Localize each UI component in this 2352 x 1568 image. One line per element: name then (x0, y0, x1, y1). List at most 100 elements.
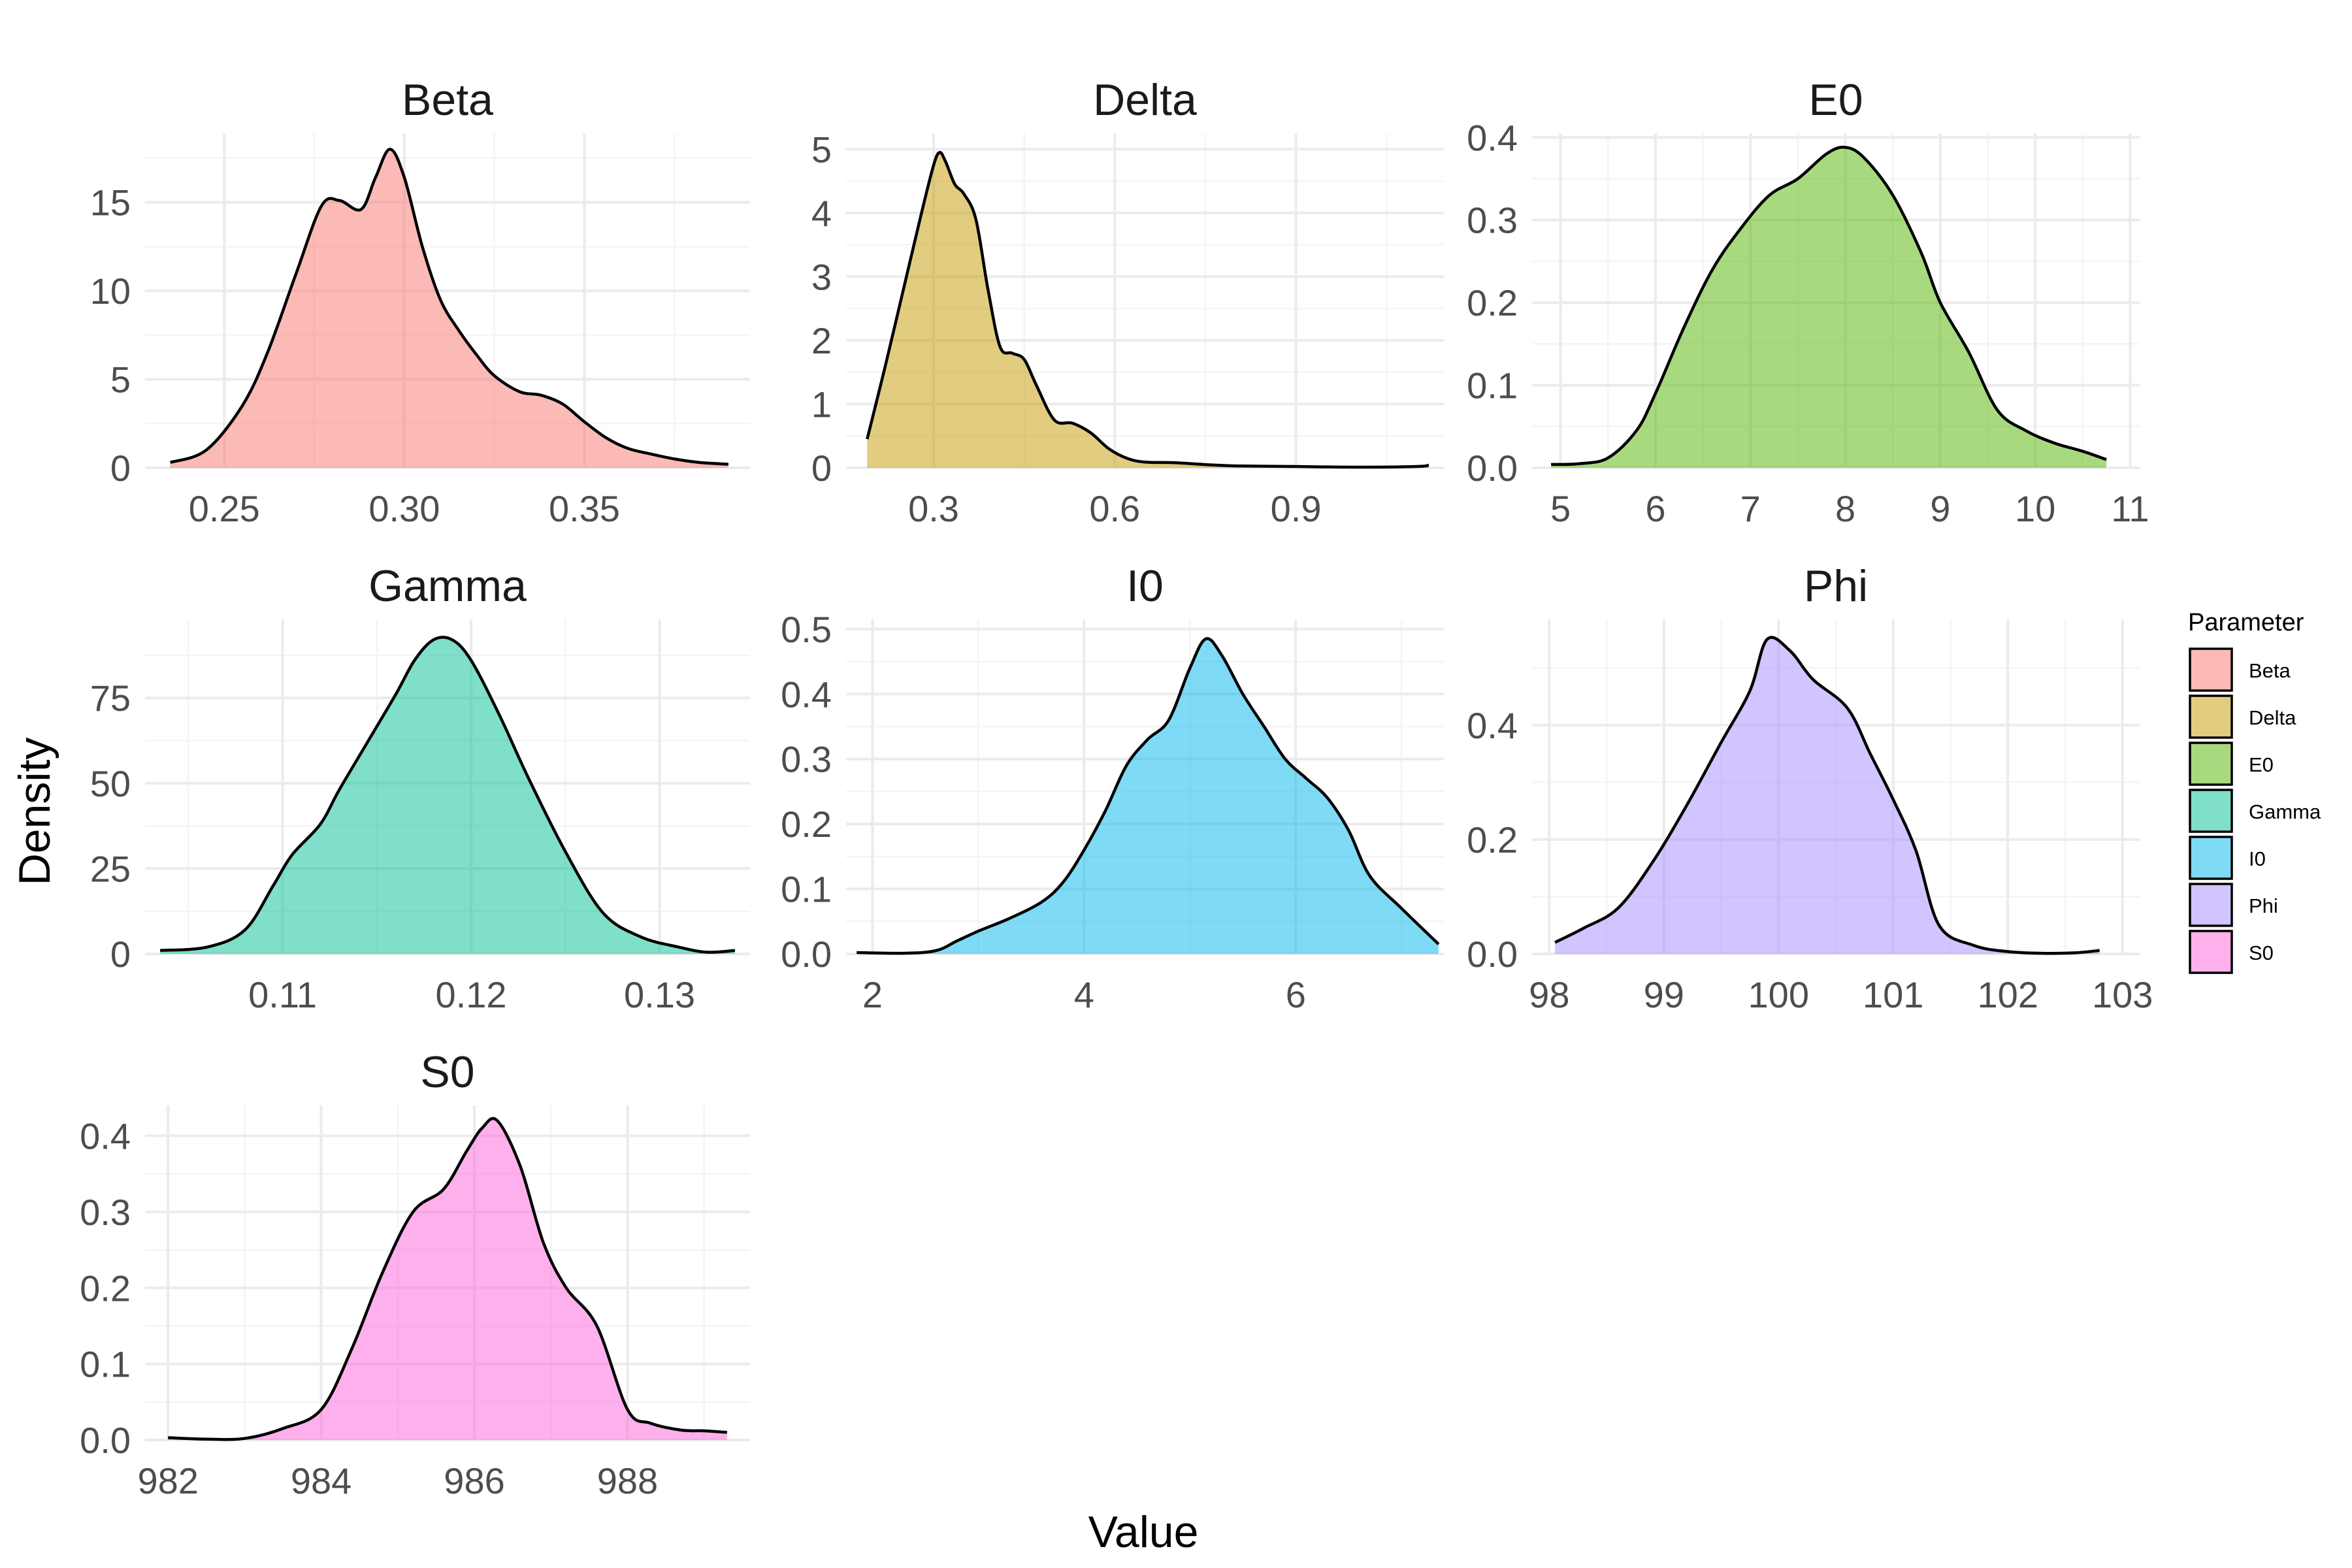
y-tick-label-i0: 0.1 (781, 869, 832, 910)
legend-item-gamma: Gamma (2189, 789, 2321, 833)
y-tick-label-beta: 0 (110, 448, 131, 489)
x-tick-label-e0: 10 (2015, 488, 2055, 529)
legend-key-delta (2189, 694, 2233, 739)
density-fill-delta (867, 152, 1429, 468)
x-tick-label-i0: 2 (862, 974, 883, 1015)
x-tick-label-s0: 986 (444, 1460, 504, 1501)
y-tick-label-e0: 0.1 (1467, 365, 1518, 406)
x-tick-label-phi: 99 (1644, 974, 1684, 1015)
legend-label-delta: Delta (2249, 706, 2296, 729)
x-tick-label-i0: 4 (1074, 974, 1094, 1015)
x-tick-label-i0: 6 (1286, 974, 1306, 1015)
density-fill-phi (1555, 637, 2100, 954)
panel-title-i0: I0 (1126, 561, 1164, 611)
y-tick-label-gamma: 0 (110, 934, 131, 975)
x-tick-label-phi: 101 (1863, 974, 1923, 1015)
y-tick-label-i0: 0.0 (781, 934, 832, 975)
panel-title-phi: Phi (1804, 561, 1868, 611)
legend-key-beta (2189, 647, 2233, 692)
legend-label-phi: Phi (2249, 894, 2278, 917)
y-tick-label-beta: 5 (110, 359, 131, 400)
panel-s0: 982 984 986 988 0.0 0.1 0.2 0.3 0.4 S0 (80, 1047, 750, 1501)
legend-label-s0: S0 (2249, 941, 2274, 964)
panel-title-gamma: Gamma (368, 561, 527, 611)
y-tick-label-beta: 10 (90, 270, 131, 312)
y-tick-label-s0: 0.0 (80, 1420, 131, 1461)
legend-key-i0 (2189, 836, 2233, 880)
y-tick-label-gamma: 50 (90, 763, 131, 804)
y-tick-label-gamma: 75 (90, 678, 131, 719)
y-tick-label-delta: 0 (811, 448, 832, 489)
panel-title-beta: Beta (402, 75, 493, 125)
density-line-gamma (159, 636, 736, 954)
legend-item-beta: Beta (2189, 647, 2291, 692)
panel-gamma: 0.11 0.12 0.13 0 25 50 75 Gamma (90, 561, 750, 1015)
panel-i0: 2 4 6 0.0 0.1 0.2 0.3 0.4 0.5 I0 (781, 561, 1444, 1015)
panel-phi: 98 99 100 101 102 103 0.0 0.2 0.4 Phi (1467, 561, 2153, 1015)
x-tick-label-phi: 103 (2092, 974, 2153, 1015)
y-tick-label-delta: 2 (811, 320, 832, 361)
y-tick-label-delta: 4 (811, 193, 832, 234)
legend-items: Beta Delta E0 Gamma I0 Phi S0 (2189, 647, 2321, 974)
y-tick-label-s0: 0.3 (80, 1192, 131, 1233)
x-tick-label-s0: 988 (597, 1460, 658, 1501)
legend-key-gamma (2189, 789, 2233, 833)
x-tick-label-beta: 0.30 (368, 488, 440, 529)
x-tick-label-gamma: 0.13 (624, 974, 695, 1015)
y-tick-label-s0: 0.2 (80, 1267, 131, 1309)
x-tick-label-delta: 0.9 (1271, 488, 1322, 529)
y-tick-label-delta: 1 (811, 384, 832, 425)
density-line-e0 (1551, 146, 2107, 466)
y-tick-label-e0: 0.0 (1467, 448, 1518, 489)
x-tick-label-beta: 0.25 (189, 488, 260, 529)
legend-key-s0 (2189, 930, 2233, 974)
x-tick-label-gamma: 0.12 (436, 974, 507, 1015)
x-tick-label-e0: 7 (1740, 488, 1761, 529)
x-tick-label-e0: 9 (1930, 488, 1950, 529)
y-tick-label-i0: 0.5 (781, 609, 832, 650)
y-tick-label-e0: 0.2 (1467, 282, 1518, 323)
density-fill-gamma (160, 637, 735, 954)
legend: Parameter Beta Delta E0 Gamma I0 Phi S0 (2188, 609, 2321, 974)
panel-title-delta: Delta (1093, 75, 1197, 125)
density-line-phi (1554, 636, 2100, 955)
legend-title: Parameter (2188, 609, 2304, 636)
density-fill-e0 (1551, 147, 2107, 468)
x-tick-label-e0: 5 (1550, 488, 1571, 529)
panel-beta: 0.25 0.30 0.35 0 5 10 15 Beta (90, 75, 750, 529)
legend-label-e0: E0 (2249, 753, 2274, 776)
x-tick-label-e0: 8 (1835, 488, 1855, 529)
y-tick-label-i0: 0.3 (781, 739, 832, 780)
panel-title-s0: S0 (420, 1047, 474, 1097)
y-tick-label-e0: 0.3 (1467, 200, 1518, 241)
legend-item-i0: I0 (2189, 836, 2266, 880)
panel-e0: 5 6 7 8 9 10 11 0.0 0.1 0.2 0.3 0.4 E0 (1467, 75, 2149, 529)
x-tick-label-gamma: 0.11 (248, 974, 317, 1015)
legend-label-beta: Beta (2249, 659, 2291, 682)
y-tick-label-gamma: 25 (90, 848, 131, 889)
legend-label-i0: I0 (2249, 847, 2266, 870)
x-tick-label-s0: 982 (137, 1460, 198, 1501)
y-tick-label-beta: 15 (90, 182, 131, 223)
y-tick-label-i0: 0.4 (781, 674, 832, 715)
legend-item-delta: Delta (2189, 694, 2296, 739)
y-tick-label-i0: 0.2 (781, 804, 832, 845)
y-tick-label-delta: 5 (811, 129, 832, 170)
x-axis-title: Value (1088, 1507, 1199, 1557)
y-tick-label-delta: 3 (811, 256, 832, 297)
density-fill-s0 (168, 1118, 727, 1440)
x-tick-label-phi: 102 (1977, 974, 2038, 1015)
legend-item-s0: S0 (2189, 930, 2274, 974)
x-tick-label-beta: 0.35 (549, 488, 620, 529)
x-tick-label-e0: 11 (2111, 488, 2149, 529)
density-line-delta (866, 151, 1429, 469)
x-tick-label-phi: 98 (1529, 974, 1569, 1015)
y-tick-label-e0: 0.4 (1467, 117, 1518, 158)
density-line-i0 (857, 637, 1440, 955)
legend-key-e0 (2189, 742, 2233, 786)
legend-key-phi (2189, 883, 2233, 927)
y-tick-label-phi: 0.0 (1467, 934, 1518, 975)
density-line-beta (169, 148, 729, 466)
